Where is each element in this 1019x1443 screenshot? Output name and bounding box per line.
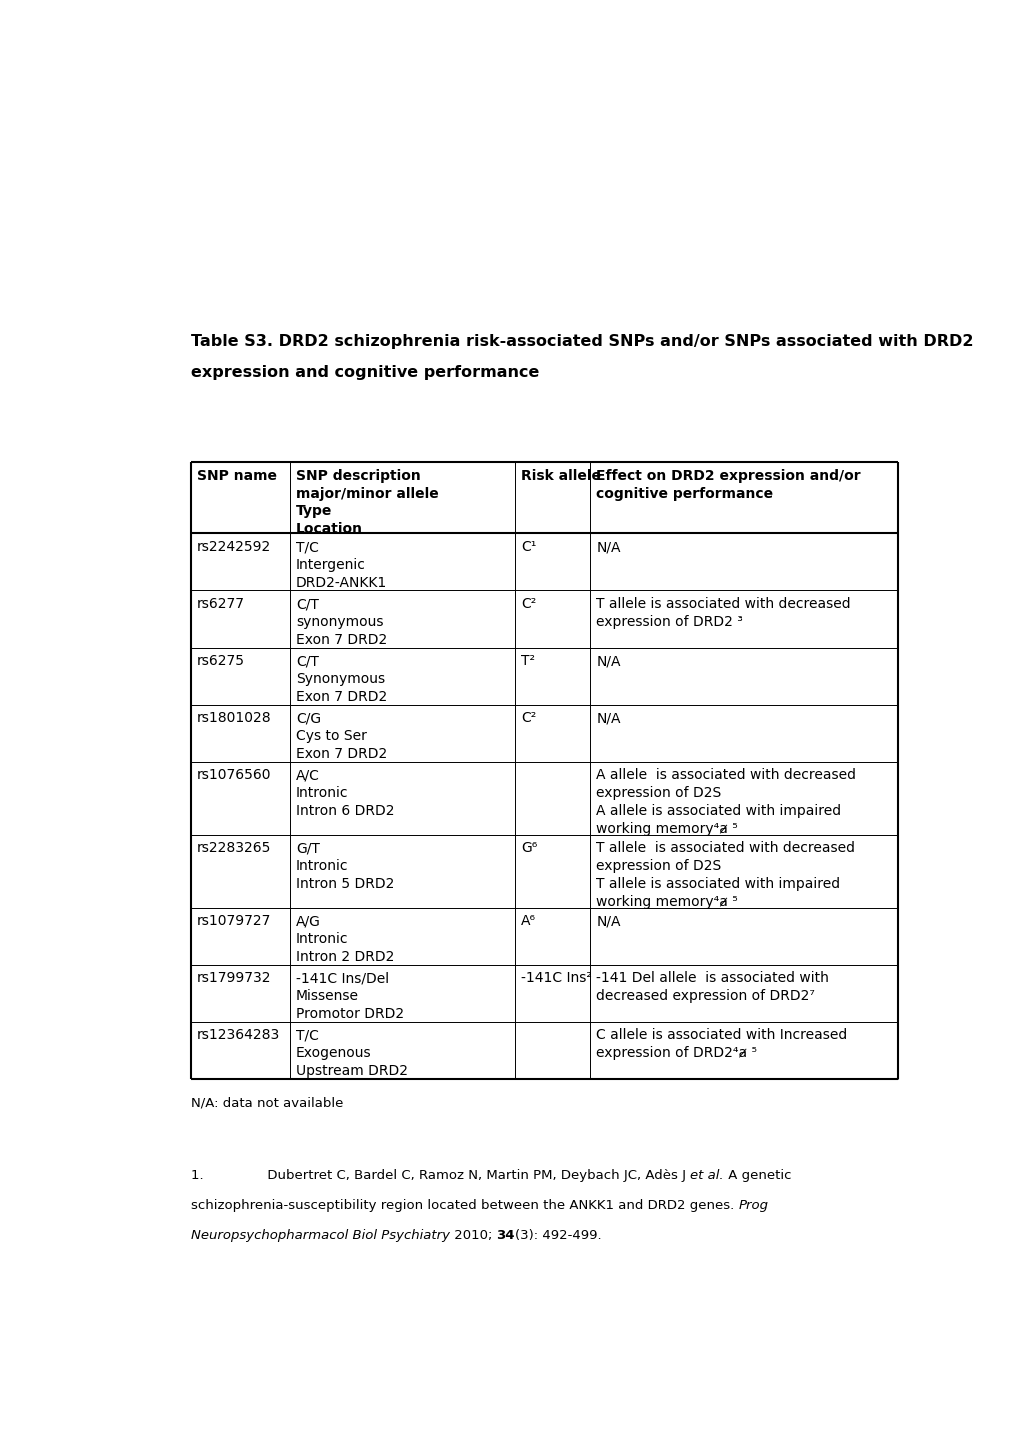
Text: G⁶: G⁶ [521,841,537,856]
Text: et al.: et al. [689,1169,722,1182]
Text: C¹: C¹ [521,540,536,554]
Text: schizophrenia-susceptibility region located between the ANKK1 and DRD2 genes.: schizophrenia-susceptibility region loca… [191,1199,738,1212]
Text: N/A: N/A [596,654,621,668]
Text: C/T
synonymous
Exon 7 DRD2: C/T synonymous Exon 7 DRD2 [296,597,387,646]
Text: rs6277: rs6277 [197,597,245,612]
Text: 2010;: 2010; [449,1229,496,1242]
Text: rs2283265: rs2283265 [197,841,271,856]
Text: 1.               Dubertret C, Bardel C, Ramoz N, Martin PM, Deybach JC, Adès J: 1. Dubertret C, Bardel C, Ramoz N, Marti… [191,1169,689,1182]
Text: N/A: N/A [596,711,621,726]
Text: C²: C² [521,711,536,726]
Text: C²: C² [521,597,536,612]
Text: rs1799732: rs1799732 [197,971,271,986]
Text: rs1076560: rs1076560 [197,768,271,782]
Text: N/A: N/A [596,540,621,554]
Text: (3): 492-499.: (3): 492-499. [515,1229,601,1242]
Text: expression and cognitive performance: expression and cognitive performance [191,365,539,381]
Text: A⁶: A⁶ [521,915,536,928]
Text: Effect on DRD2 expression and/or
cognitive performance: Effect on DRD2 expression and/or cogniti… [596,469,860,501]
Text: N/A: data not available: N/A: data not available [191,1097,342,1110]
Text: T allele  is associated with decreased
expression of D2S
T allele is associated : T allele is associated with decreased ex… [596,841,854,909]
Text: T²: T² [521,654,535,668]
Text: rs1801028: rs1801028 [197,711,271,726]
Text: Prog: Prog [738,1199,767,1212]
Text: A genetic: A genetic [722,1169,791,1182]
Text: A allele  is associated with decreased
expression of D2S
A allele is associated : A allele is associated with decreased ex… [596,768,855,835]
Text: 34: 34 [496,1229,515,1242]
Text: T/C
Intergenic
DRD2-ANKK1: T/C Intergenic DRD2-ANKK1 [296,540,387,590]
Text: rs2242592: rs2242592 [197,540,271,554]
Text: A/C
Intronic
Intron 6 DRD2: A/C Intronic Intron 6 DRD2 [296,768,394,818]
Text: C allele is associated with Increased
expression of DRD2⁴ⱥ ⁵: C allele is associated with Increased ex… [596,1029,847,1061]
Text: -141C Ins²: -141C Ins² [521,971,591,986]
Text: rs12364283: rs12364283 [197,1029,280,1042]
Text: C/G
Cys to Ser
Exon 7 DRD2: C/G Cys to Ser Exon 7 DRD2 [296,711,387,760]
Text: C/T
Synonymous
Exon 7 DRD2: C/T Synonymous Exon 7 DRD2 [296,654,387,704]
Text: Table S3. DRD2 schizophrenia risk-associated SNPs and/or SNPs associated with DR: Table S3. DRD2 schizophrenia risk-associ… [191,335,972,349]
Text: -141C Ins/Del
Missense
Promotor DRD2: -141C Ins/Del Missense Promotor DRD2 [296,971,404,1022]
Text: A/G
Intronic
Intron 2 DRD2: A/G Intronic Intron 2 DRD2 [296,915,394,964]
Text: N/A: N/A [596,915,621,928]
Text: T allele is associated with decreased
expression of DRD2 ³: T allele is associated with decreased ex… [596,597,850,629]
Text: -141 Del allele  is associated with
decreased expression of DRD2⁷: -141 Del allele is associated with decre… [596,971,828,1003]
Text: T/C
Exogenous
Upstream DRD2: T/C Exogenous Upstream DRD2 [296,1029,408,1078]
Text: SNP description
major/minor allele
Type
Location: SNP description major/minor allele Type … [296,469,438,537]
Text: Neuropsychopharmacol Biol Psychiatry: Neuropsychopharmacol Biol Psychiatry [191,1229,449,1242]
Text: Risk allele: Risk allele [521,469,600,483]
Text: G/T
Intronic
Intron 5 DRD2: G/T Intronic Intron 5 DRD2 [296,841,394,890]
Text: rs1079727: rs1079727 [197,915,271,928]
Text: SNP name: SNP name [197,469,277,483]
Text: rs6275: rs6275 [197,654,245,668]
